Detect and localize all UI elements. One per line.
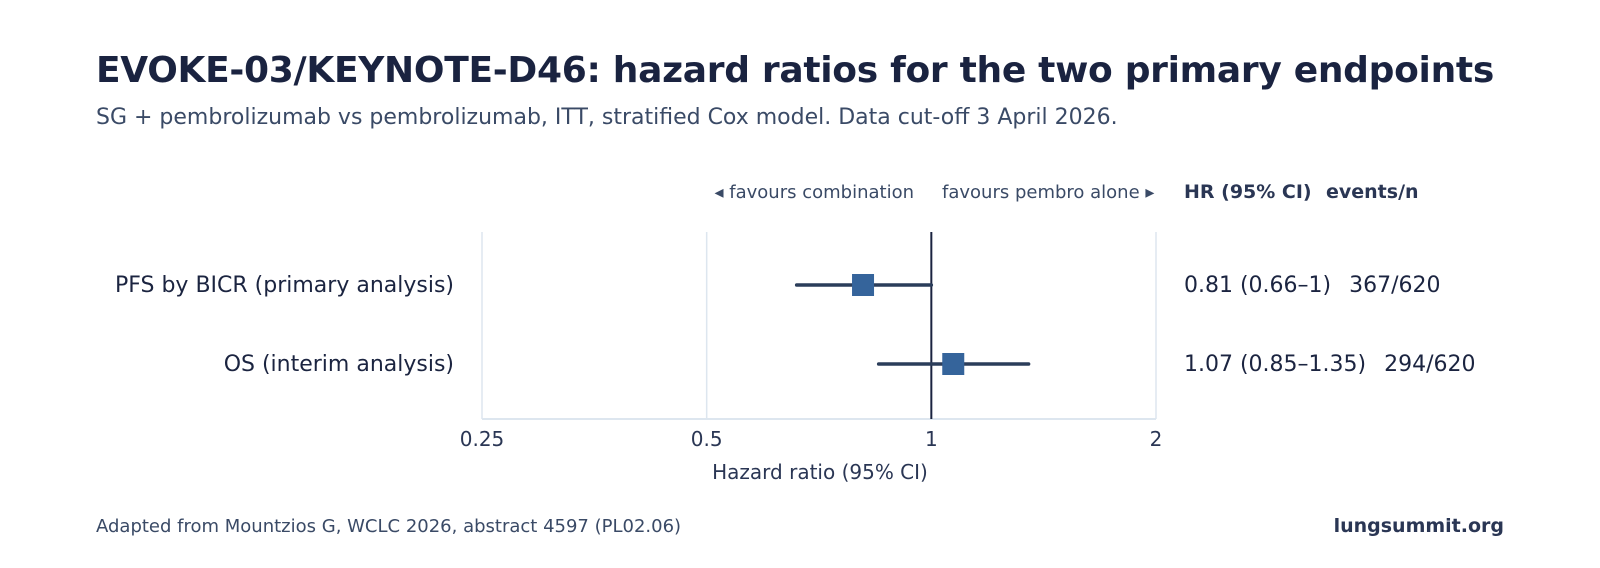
hr-marker-2 xyxy=(942,353,965,375)
hr-value-2: 1.07 (0.85–1.35) xyxy=(1184,352,1366,377)
x-axis-title: Hazard ratio (95% CI) xyxy=(712,460,928,484)
tick-label-0.5: 0.5 xyxy=(691,427,723,451)
events-value-2: 294/620 xyxy=(1384,352,1475,377)
hr-markers xyxy=(852,274,965,375)
column-header-events: events/n xyxy=(1326,181,1419,203)
row-label-1: PFS by BICR (primary analysis) xyxy=(115,273,454,298)
brand-link[interactable]: lungsummit.org xyxy=(1333,515,1504,537)
tick-labels: 0.25 0.5 1 2 xyxy=(460,427,1163,451)
hr-marker-1 xyxy=(852,274,875,296)
chart-title: EVOKE-03/KEYNOTE-D46: hazard ratios for … xyxy=(96,50,1494,91)
chart-subtitle: SG + pembrolizumab vs pembrolizumab, ITT… xyxy=(96,105,1118,130)
tick-label-0.25: 0.25 xyxy=(460,427,505,451)
row-label-2: OS (interim analysis) xyxy=(224,352,454,377)
ci-whiskers xyxy=(794,283,1031,366)
tick-label-2: 2 xyxy=(1150,427,1163,451)
hr-value-1: 0.81 (0.66–1) xyxy=(1184,273,1331,298)
source-note: Adapted from Mountzios G, WCLC 2026, abs… xyxy=(96,516,682,537)
direction-left-label: ◂ favours combination xyxy=(715,182,915,203)
events-value-1: 367/620 xyxy=(1349,273,1440,298)
gridlines xyxy=(481,232,1157,419)
hr-values: 0.81 (0.66–1) 367/620 1.07 (0.85–1.35) 294/… xyxy=(1184,273,1476,377)
row-labels: PFS by BICR (primary analysis) OS (interi… xyxy=(115,273,454,377)
tick-label-1: 1 xyxy=(925,427,938,451)
column-header-hr: HR (95% CI) xyxy=(1184,181,1312,203)
direction-right-label: favours pembro alone ▸ xyxy=(942,182,1154,203)
